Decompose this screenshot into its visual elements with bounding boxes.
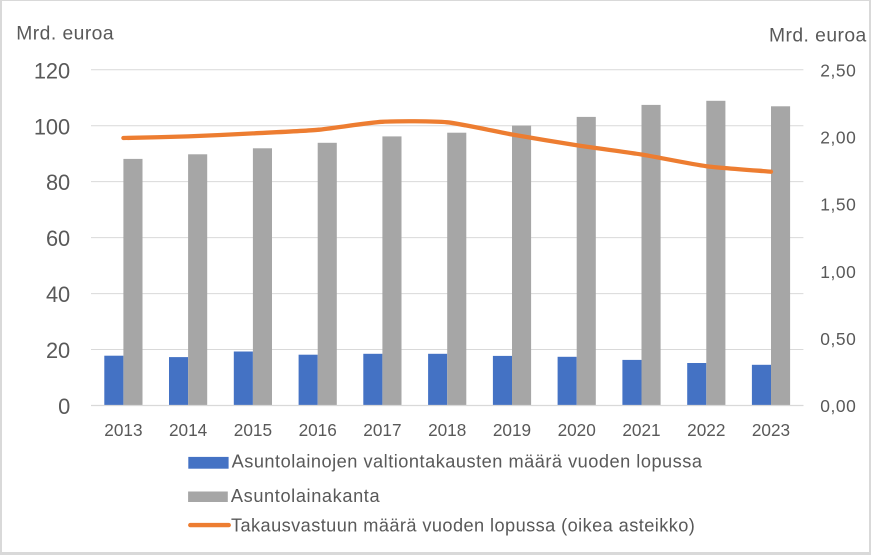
svg-text:2,00: 2,00 xyxy=(820,128,856,148)
svg-text:0,50: 0,50 xyxy=(820,329,856,349)
svg-text:2,50: 2,50 xyxy=(820,60,856,80)
svg-text:2023: 2023 xyxy=(752,420,790,440)
svg-text:2017: 2017 xyxy=(363,420,401,440)
svg-text:0,00: 0,00 xyxy=(820,396,856,416)
svg-text:2020: 2020 xyxy=(558,420,596,440)
svg-text:0: 0 xyxy=(58,394,70,419)
svg-text:2013: 2013 xyxy=(104,420,142,440)
svg-text:Mrd. euroa: Mrd. euroa xyxy=(769,25,867,46)
svg-text:1,50: 1,50 xyxy=(820,195,856,215)
svg-text:2015: 2015 xyxy=(234,420,272,440)
svg-text:2022: 2022 xyxy=(687,420,725,440)
svg-text:120: 120 xyxy=(34,58,70,83)
svg-text:Asuntolainakanta: Asuntolainakanta xyxy=(231,486,381,506)
svg-text:Asuntolainojen valtiontakauste: Asuntolainojen valtiontakausten määrä vu… xyxy=(232,452,703,472)
svg-text:40: 40 xyxy=(46,282,70,307)
svg-text:2014: 2014 xyxy=(169,420,208,440)
svg-text:20: 20 xyxy=(46,338,70,363)
svg-text:Takausvastuun määrä vuoden lop: Takausvastuun määrä vuoden lopussa (oike… xyxy=(231,516,695,536)
svg-text:1,00: 1,00 xyxy=(820,262,856,282)
svg-text:100: 100 xyxy=(34,114,70,139)
svg-text:Mrd. euroa: Mrd. euroa xyxy=(16,23,114,44)
svg-text:80: 80 xyxy=(46,170,70,195)
svg-text:2021: 2021 xyxy=(622,420,660,440)
svg-text:2018: 2018 xyxy=(428,420,466,440)
svg-text:2016: 2016 xyxy=(299,420,337,440)
svg-text:60: 60 xyxy=(46,226,70,251)
svg-text:2019: 2019 xyxy=(493,420,531,440)
